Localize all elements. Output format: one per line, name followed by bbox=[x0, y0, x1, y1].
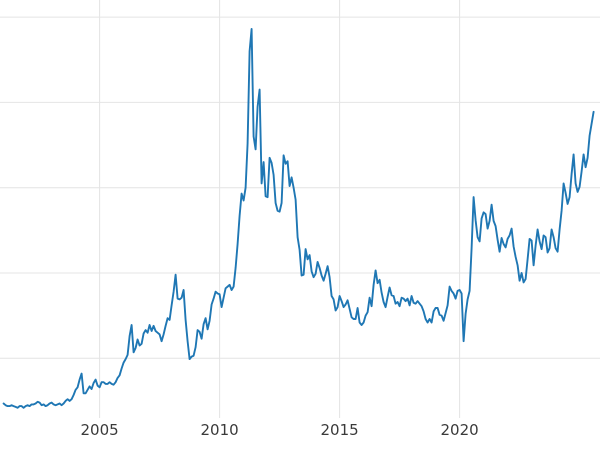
price-line bbox=[2, 28, 595, 409]
x-tick-label-2020: 2020 bbox=[440, 421, 479, 439]
x-tick-label-2015: 2015 bbox=[320, 421, 359, 439]
x-tick-label-2005: 2005 bbox=[80, 421, 119, 439]
x-tick-label-2010: 2010 bbox=[200, 421, 239, 439]
